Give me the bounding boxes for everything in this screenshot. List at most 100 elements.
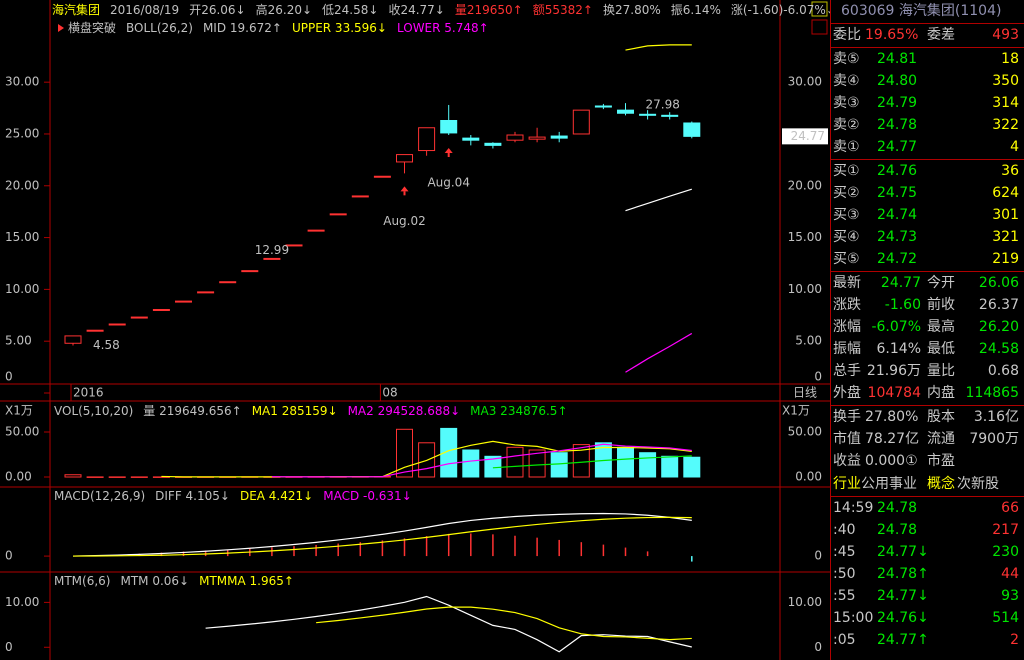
stat-value: 26.06 (978, 275, 1019, 291)
stat-value: -6.07% (871, 319, 921, 335)
y-tick-label-right: 50.00 (788, 425, 822, 439)
y-tick-label: 5.00 (5, 334, 32, 348)
macd-legend-item: DEA 4.421↓ (240, 489, 313, 503)
stat-value: 24.58 (978, 341, 1019, 357)
chart-area: 海汽集团 2016/08/19 开26.06↓ 高26.20↓ 低24.58↓ 收24.7… (0, 0, 830, 660)
stats2-row: 市值 78.27亿 流通 7900万 (831, 428, 1024, 450)
window-button[interactable] (811, 19, 828, 35)
diff-line (72, 512, 692, 557)
stat2-cell: 0.000① (865, 453, 918, 469)
stat-value: -1.60 (884, 297, 921, 313)
candle-body (219, 281, 237, 284)
separator (831, 47, 1024, 48)
stats-row: 最新 24.77 今开 26.06 (831, 272, 1024, 294)
stat-value: 26.37 (978, 297, 1019, 313)
stat-label: 外盘 (833, 385, 861, 401)
volume-legend-item: 量 219649.656↑ (143, 404, 241, 418)
level-volume: 321 (992, 229, 1019, 245)
stat-label: 涨跌 (833, 297, 861, 313)
ratio-cell: 19.65% (865, 27, 919, 43)
volume-legend-item: MA3 234876.5↑ (470, 404, 567, 418)
tick-price: 24.77↑ (877, 632, 929, 648)
event-label: Aug.02 (383, 214, 426, 228)
y-tick-label: 15.00 (5, 230, 39, 244)
mtm-legend-item: MTM(6,6) (54, 574, 110, 588)
stats-row: 振幅 6.14% 最低 24.58 (831, 338, 1024, 360)
y-tick-label-right: 0 (814, 549, 822, 563)
asks-row: 卖① 24.77 4 (831, 136, 1024, 158)
stat-label: 量比 (927, 363, 955, 379)
y-tick-label-right: 20.00 (788, 178, 822, 192)
stat2-cell: 78.27亿 (865, 431, 920, 447)
tick-time: :55 (833, 588, 856, 604)
current-price: 24.77 (791, 129, 825, 143)
quote-header-item: 量219650↑ (455, 3, 523, 17)
quote-header-item: 高26.20↓ (256, 2, 312, 17)
stats2-row: 换手 27.80% 股本 3.16亿 (831, 406, 1024, 428)
tick-time: :50 (833, 566, 856, 582)
bids-row: 买④ 24.73 321 (831, 226, 1024, 248)
tick-time: :40 (833, 522, 856, 538)
y-tick-label: 10.00 (5, 595, 39, 609)
stats-row: 总手 21.96万 量比 0.68 (831, 360, 1024, 382)
volume-legend-item: VOL(5,10,20) (54, 404, 133, 418)
level-volume: 322 (992, 117, 1019, 133)
level-volume: 4 (1010, 139, 1019, 155)
tick-row: :55 24.77↓ 93 (831, 585, 1024, 607)
tick-time: :05 (833, 632, 856, 648)
stat-value: 0.68 (987, 363, 1019, 379)
asks-row: 卖② 24.78 322 (831, 114, 1024, 136)
current-price-tag (782, 128, 828, 145)
tick-price: 24.76↓ (877, 610, 929, 626)
ratio-row: 委比 19.65% 委差 493 (831, 24, 1024, 46)
stat-value: 26.20 (978, 319, 1019, 335)
tick-time: 15:00 (833, 610, 874, 626)
tick-volume: 230 (992, 544, 1019, 560)
unit-label-right: X1万 (782, 404, 810, 418)
window-button[interactable] (811, 1, 828, 17)
candle-body (86, 329, 104, 332)
separator (831, 159, 1024, 160)
stat-value: 6.14% (876, 341, 921, 357)
stat-label: 最低 (927, 341, 955, 357)
mtm-line (205, 595, 692, 653)
event-arrow (444, 148, 453, 154)
stat2-cell: 27.80% (865, 409, 919, 425)
level-volume: 350 (992, 73, 1019, 89)
stats-row: 外盘 104784 内盘 114865 (831, 382, 1024, 404)
y-tick-label-right: 5.00 (795, 334, 822, 348)
level-price: 24.75 (877, 185, 918, 201)
macd-legend: MACD(12,26,9) DIFF 4.105↓ DEA 4.421↓ MACD -… (54, 489, 412, 503)
stock-title: 603069 海汽集团(1104) (841, 3, 1002, 19)
stats-row: 涨幅 -6.07% 最高 26.20 (831, 316, 1024, 338)
level-label: 买⑤ (833, 251, 860, 267)
level-volume: 36 (1001, 163, 1019, 179)
stat-label: 涨幅 (833, 319, 861, 335)
volume-bar (108, 476, 126, 478)
level-price: 24.76 (877, 163, 918, 179)
candle-body (241, 270, 259, 273)
separator (831, 23, 1024, 24)
quote-header-item: 开26.06↓ (189, 3, 245, 17)
ratio-cell: 493 (992, 27, 1019, 43)
candle-body (130, 316, 148, 319)
tick-price: 24.78 (877, 522, 918, 538)
tick-time: 14:59 (833, 500, 874, 516)
quote-header-item: 振6.14% (671, 3, 721, 17)
stat-label: 前收 (927, 297, 955, 313)
price-note: 27.98 (646, 98, 680, 112)
stat2-cell: 流通 (927, 431, 955, 447)
boll-legend-item: 横盘突破 (68, 20, 116, 35)
y-tick-label-right: 0.00 (795, 470, 822, 484)
stat2-cell: 换手 (833, 409, 861, 425)
level-volume: 18 (1001, 51, 1019, 67)
level-volume: 301 (992, 207, 1019, 223)
level-label: 买① (833, 163, 860, 179)
stat-label: 今开 (927, 275, 955, 291)
x-tick-label: 08 (382, 386, 397, 400)
candle-body (462, 137, 480, 141)
tick-row: 15:00 24.76↓ 514 (831, 607, 1024, 629)
candle-body (285, 244, 303, 247)
y-tick-label: 0 (5, 549, 13, 563)
candle-body (351, 195, 369, 198)
